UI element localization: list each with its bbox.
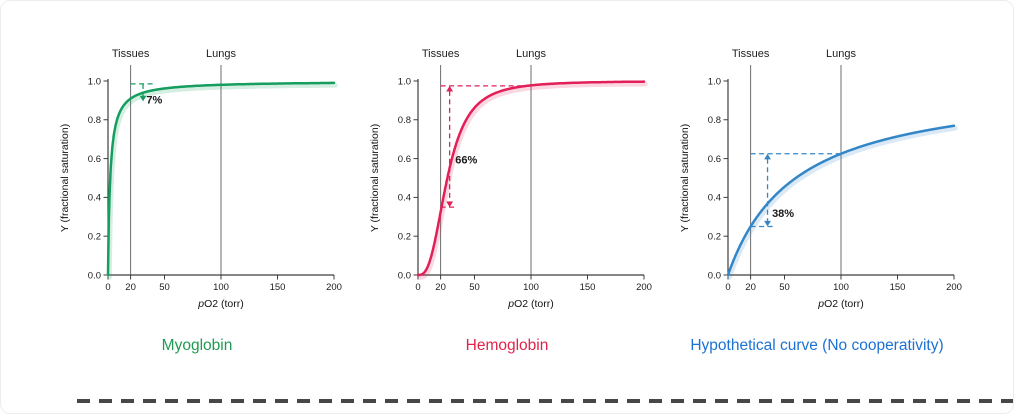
y-tick-label: 0.6 [88, 154, 101, 165]
x-axis-label: pO2 (torr) [507, 298, 554, 310]
x-tick-label: 0 [105, 282, 110, 293]
x-tick-label: 20 [125, 282, 136, 293]
x-tick-label: 0 [725, 282, 730, 293]
x-axis-label: pO2 (torr) [197, 298, 244, 310]
y-axis-label: Y (fractional saturation) [369, 124, 381, 232]
annotation-label: 7% [146, 94, 162, 106]
hemoglobin-chart: Tissues Lungs 0 20 50 100 150 200 0.0 0.2 0.4 0.6 0.… [369, 48, 652, 310]
y-tick-label: 0.6 [708, 154, 721, 165]
y-tick-label: 0.8 [398, 115, 411, 126]
hypothetical-chart: Tissues Lungs 0 20 50 100 150 200 0.0 0.2 0.4 0.6 0.… [679, 48, 962, 310]
annotation-label: 66% [455, 154, 477, 166]
y-tick-label: 0.0 [708, 270, 721, 281]
x-tick-label: 20 [745, 282, 756, 293]
y-tick-label: 0.4 [708, 193, 721, 204]
arrowhead-down [764, 220, 771, 227]
x-tick-label: 150 [270, 282, 286, 293]
marker-label: Lungs [826, 48, 856, 60]
annotation-label: 38% [772, 208, 794, 220]
x-tick-label: 100 [213, 282, 229, 293]
y-tick-label: 0.8 [88, 115, 101, 126]
y-tick-label: 0.0 [88, 270, 101, 281]
arrowhead-up [764, 153, 771, 160]
y-tick-label: 1.0 [398, 76, 411, 87]
marker-label: Tissues [732, 48, 770, 60]
curve [416, 80, 646, 277]
y-tick-label: 1.0 [88, 76, 101, 87]
caption-hemoglobin: Hemoglobin [465, 337, 549, 354]
curve-shadow [107, 83, 338, 280]
y-tick-label: 0.4 [398, 193, 411, 204]
x-tick-label: 200 [636, 282, 652, 293]
x-tick-label: 200 [326, 282, 342, 293]
y-axis-label: Y (fractional saturation) [59, 124, 71, 232]
arrowhead-down [446, 201, 454, 208]
x-tick-label: 0 [415, 282, 420, 293]
x-tick-label: 100 [833, 282, 849, 293]
y-tick-label: 0.2 [88, 232, 101, 243]
myoglobin-panel: Tissues Lungs 0 20 50 100 150 200 0.0 0.2 0.4 0.6 0.… [52, 43, 342, 355]
x-tick-label: 150 [890, 282, 906, 293]
hypothetical-panel: Tissues Lungs 0 20 50 100 150 200 0.0 0.2 0.4 0.6 0.… [672, 43, 962, 355]
hemoglobin-panel: Tissues Lungs 0 20 50 100 150 200 0.0 0.2 0.4 0.6 0.… [362, 43, 652, 355]
y-axis-label: Y (fractional saturation) [679, 124, 691, 232]
y-tick-label: 0.2 [708, 232, 721, 243]
y-tick-label: 0.8 [708, 115, 721, 126]
dashed-divider [77, 399, 1013, 403]
myoglobin-chart: Tissues Lungs 0 20 50 100 150 200 0.0 0.2 0.4 0.6 0.… [59, 48, 342, 310]
arrowhead-down [139, 95, 147, 102]
x-tick-label: 50 [779, 282, 790, 293]
curve-shadow [417, 81, 648, 280]
x-axis-label: pO2 (torr) [817, 298, 864, 310]
marker-label: Lungs [516, 48, 546, 60]
marker-label: Tissues [112, 48, 150, 60]
x-tick-label: 200 [946, 282, 962, 293]
marker-label: Lungs [206, 48, 236, 60]
marker-label: Tissues [422, 48, 460, 60]
caption-myoglobin: Myoglobin [161, 337, 233, 354]
y-tick-label: 0.4 [88, 193, 101, 204]
y-tick-label: 0.6 [398, 154, 411, 165]
curve [106, 81, 336, 277]
x-tick-label: 50 [159, 282, 170, 293]
caption-hypothetical: Hypothetical curve (No cooperativity) [690, 337, 944, 354]
y-tick-label: 1.0 [708, 76, 721, 87]
arrowhead-up [446, 85, 454, 92]
x-tick-label: 100 [523, 282, 539, 293]
x-tick-label: 20 [435, 282, 446, 293]
y-tick-label: 0.2 [398, 232, 411, 243]
charts-row: Tissues Lungs 0 20 50 100 150 200 0.0 0.2 0.4 0.6 0.… [1, 1, 1013, 355]
y-tick-label: 0.0 [398, 270, 411, 281]
curve [726, 124, 956, 277]
x-tick-label: 150 [580, 282, 596, 293]
curve-shadow [727, 126, 958, 280]
x-tick-label: 50 [469, 282, 480, 293]
